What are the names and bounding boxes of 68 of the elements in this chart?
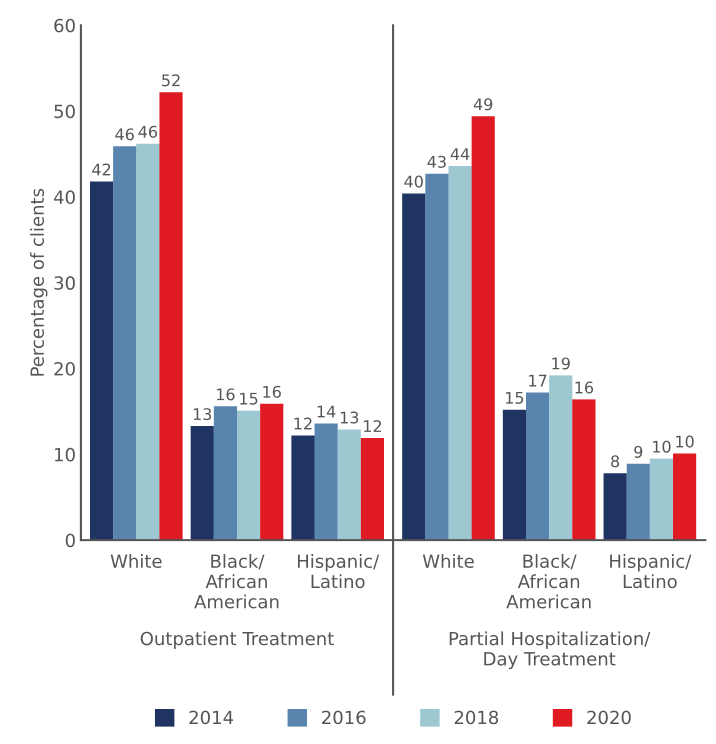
bar [314,423,338,540]
data-label: 16 [576,381,594,394]
data-label: 42 [92,164,110,176]
bar [236,410,260,540]
x-tick-label: White [110,554,162,568]
data-label: 44 [450,148,470,160]
data-label: 52 [162,74,180,86]
y-tick-label: 40 [54,190,75,204]
bar [190,426,214,540]
data-label: 14 [318,406,336,418]
bar [626,464,650,540]
bar [425,174,448,540]
x-tick-label: White [422,554,474,568]
y-tick-label: 20 [54,362,75,376]
bar [549,375,572,540]
x-axis-title: Outpatient Treatment [140,631,334,649]
data-label: 9 [634,446,642,458]
bar [650,458,674,540]
data-label: 49 [474,98,492,110]
data-label: 43 [428,156,446,168]
y-tick-label: 30 [54,276,75,290]
data-label: 12 [294,418,312,430]
x-tick-label: Black/ African American [506,554,591,608]
bar [214,406,237,540]
bar [572,399,596,540]
data-label: 10 [676,436,694,448]
bar [113,146,136,540]
bar [260,404,284,540]
bar [338,429,361,540]
data-label: 8 [611,455,620,468]
data-label: 46 [115,128,134,140]
legend-label: 2014 [189,710,234,724]
bar [402,193,426,540]
bar [526,392,550,540]
bar [673,453,696,540]
y-axis-title: Percentage of clients [30,188,48,376]
x-tick-label: Hispanic/ Latino [610,554,692,588]
data-label: 40 [404,176,423,188]
data-label: 13 [194,408,212,420]
y-tick-label: 60 [54,18,75,32]
data-label: 46 [138,126,158,138]
data-label: 19 [552,357,570,370]
data-label: 15 [240,392,258,405]
bar [604,473,627,540]
legend-label: 2020 [587,710,631,724]
bar [90,181,114,540]
y-tick-label: 0 [66,534,75,548]
bar [360,438,384,540]
legend-label: 2018 [454,710,498,724]
x-tick-label: Hispanic/ Latino [298,554,380,588]
x-tick-label: Black/ African American [194,554,278,608]
bar [159,92,183,540]
bar [472,116,495,540]
data-label: 16 [263,386,281,398]
bar [502,410,526,540]
x-axis-title: Partial Hospitalization/ Day Treatment [450,631,650,670]
data-label: 12 [364,420,381,432]
bar [448,166,472,540]
y-tick-label: 50 [54,104,75,118]
data-label: 10 [653,440,671,453]
y-tick-label: 10 [55,448,75,462]
data-label: 17 [529,374,546,386]
data-label: 16 [217,388,235,400]
bar [291,435,315,540]
data-label: 13 [340,412,358,424]
data-label: 15 [506,392,524,404]
bar [136,144,160,540]
legend-label: 2016 [322,710,366,724]
